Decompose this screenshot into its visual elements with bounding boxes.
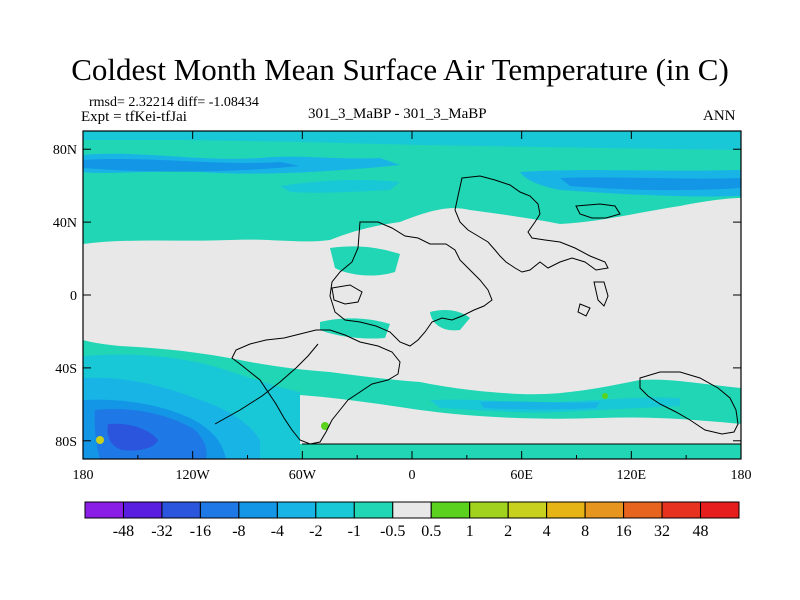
temperature-field (83, 131, 741, 459)
colorbar-label: 2 (504, 523, 512, 540)
colorbar-box (392, 501, 432, 519)
colorbar-label: 8 (581, 523, 589, 540)
colorbar: -48 -32 -16 -8 -4 -2 -1 -0.5 0.5 1 2 4 8 16 32 48 (84, 501, 740, 540)
chart-title: Coldest Month Mean Surface Air Temperatu… (71, 52, 729, 87)
coastlines (214, 175, 741, 445)
colorbar-box (700, 501, 740, 519)
y-axis: 80N 40N 0 40S 80S (53, 143, 741, 450)
colorbar-box (199, 501, 240, 519)
colorbar-label: 0.5 (421, 523, 441, 540)
stats-line: rmsd= 2.32214 diff= -1.08434 (89, 95, 259, 110)
x-axis: 180 120W 60W 0 60E 120E 180 (73, 131, 752, 483)
colorbar-label: 4 (543, 523, 551, 540)
x-tick-label: 60W (289, 468, 317, 483)
colorbar-label: -48 (113, 523, 134, 540)
colorbar-box (546, 501, 586, 519)
colorbar-label: -16 (190, 523, 211, 540)
x-tick-label: 180 (73, 468, 94, 483)
colorbar-label: -0.5 (380, 523, 405, 540)
colorbar-label: 32 (654, 523, 670, 540)
x-tick-label: 180 (731, 468, 752, 483)
x-tick-label: 120E (617, 468, 647, 483)
colorbar-box (661, 501, 702, 519)
colorbar-label: -32 (151, 523, 172, 540)
colorbar-label: -4 (271, 523, 284, 540)
colorbar-label: 16 (616, 523, 632, 540)
season-label: ANN (703, 108, 736, 124)
y-tick-label: 0 (70, 289, 77, 304)
y-tick-label: 40S (55, 362, 77, 377)
y-tick-label: 80N (53, 143, 77, 158)
colorbar-box (122, 501, 163, 519)
x-tick-label: 0 (409, 468, 416, 483)
colorbar-box (276, 501, 317, 519)
colorbar-box (161, 501, 201, 519)
experiment-line: Expt = tfKei-tfJai (81, 109, 187, 125)
colorbar-box (353, 501, 394, 519)
colorbar-box (84, 501, 124, 519)
colorbar-box (623, 501, 663, 519)
colorbar-label: -8 (232, 523, 245, 540)
colorbar-box (430, 501, 471, 519)
colorbar-box (315, 501, 355, 519)
colorbar-label: -1 (348, 523, 361, 540)
center-label: 301_3_MaBP - 301_3_MaBP (308, 106, 487, 122)
y-tick-label: 80S (55, 435, 77, 450)
colorbar-box (469, 501, 509, 519)
colorbar-label: 1 (466, 523, 474, 540)
x-tick-label: 120W (176, 468, 211, 483)
colorbar-box (238, 501, 278, 519)
x-tick-label: 60E (510, 468, 533, 483)
y-tick-label: 40N (53, 216, 77, 231)
colorbar-label: -2 (309, 523, 322, 540)
colorbar-box (507, 501, 548, 519)
colorbar-label: 48 (693, 523, 709, 540)
colorbar-box (584, 501, 625, 519)
